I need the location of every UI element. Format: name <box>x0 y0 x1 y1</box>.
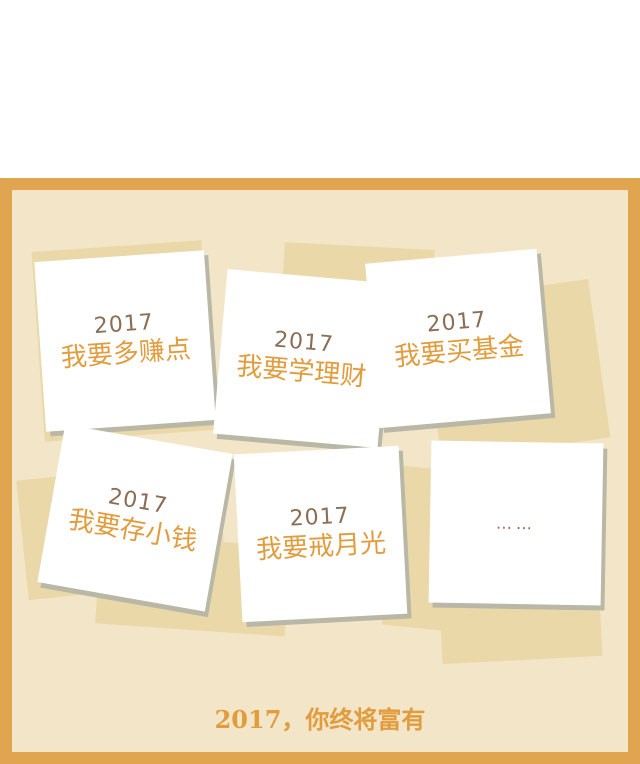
footer-slogan: 2017，你终将富有 <box>214 705 426 734</box>
note-more: …… <box>428 440 604 606</box>
note-goal: 我要买基金 <box>393 330 526 373</box>
note-year: 2017 <box>289 503 351 532</box>
note-learn-finance: 2017 我要学理财 <box>213 269 392 448</box>
note-save-small: 2017 我要存小钱 <box>37 424 233 612</box>
note-ellipsis: …… <box>495 513 537 533</box>
note-buy-funds: 2017 我要买基金 <box>365 248 551 429</box>
note-goal: 我要多赚点 <box>60 334 192 374</box>
note-stop-moonlight: 2017 我要戒月光 <box>233 445 408 623</box>
note-goal: 我要戒月光 <box>255 528 387 566</box>
note-earn-more: 2017 我要多赚点 <box>34 250 216 432</box>
note-goal: 我要学理财 <box>235 350 368 393</box>
